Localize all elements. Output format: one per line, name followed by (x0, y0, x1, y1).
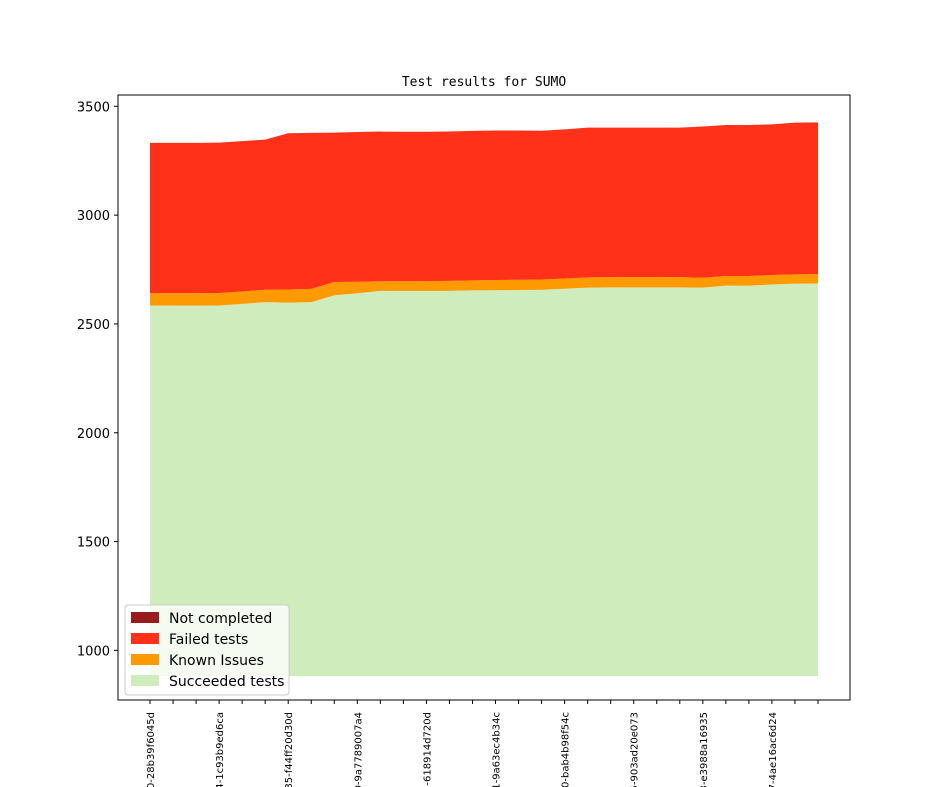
area-known-issues (150, 274, 818, 306)
legend-label-failed-tests: Failed tests (169, 632, 248, 648)
x-tick-label: 0-9a7789007a4 (353, 712, 364, 787)
x-tick-label: 0-bab4b98f54c (561, 712, 572, 787)
y-tick-label: 2500 (77, 318, 110, 333)
x-tick-label: -618914d720d (422, 712, 433, 786)
y-tick-label: 1000 (77, 644, 110, 659)
x-tick-label: 0-28b39f6045d (146, 712, 157, 787)
x-tick-label: 1-9a63ec4b34c (492, 712, 503, 787)
x-tick-label: 85-f44ff20d30d (284, 712, 295, 787)
legend-swatch-failed-tests (131, 633, 159, 644)
legend: Not completed Failed tests Known Issues Suc… (124, 604, 290, 696)
legend-box (124, 604, 290, 696)
y-tick-label: 1500 (77, 536, 110, 551)
x-tick-label: 3-e3988a16935 (699, 712, 710, 787)
x-tick-label: 4-1c93b9ed6ca (215, 712, 226, 787)
y-tick-label: 3500 (77, 100, 110, 115)
plot-frame (117, 94, 851, 701)
y-tick-label: 2000 (77, 427, 110, 442)
y-axis: 1000 1500 2000 2500 3000 3500 (77, 100, 118, 659)
legend-label-succeeded-tests: Succeeded tests (169, 674, 284, 690)
legend-label-known-issues: Known Issues (169, 653, 264, 669)
chart-title: Test results for SUMO (402, 75, 567, 90)
legend-swatch-succeeded-tests (131, 675, 159, 686)
area-failed-tests (150, 122, 818, 294)
area-succeeded-tests (150, 283, 818, 677)
x-tick-label: 5-903ad20e073 (630, 712, 641, 787)
x-tick-label: 7-4ae16ac6d24 (768, 712, 779, 787)
legend-label-not-completed: Not completed (169, 611, 272, 627)
x-axis: 0-28b39f6045d 4-1c93b9ed6ca 85-f44ff20d30d… (146, 700, 819, 787)
series-areas (150, 122, 818, 677)
legend-swatch-not-completed (131, 612, 159, 623)
legend-swatch-known-issues (131, 654, 159, 665)
y-tick-label: 3000 (77, 209, 110, 224)
